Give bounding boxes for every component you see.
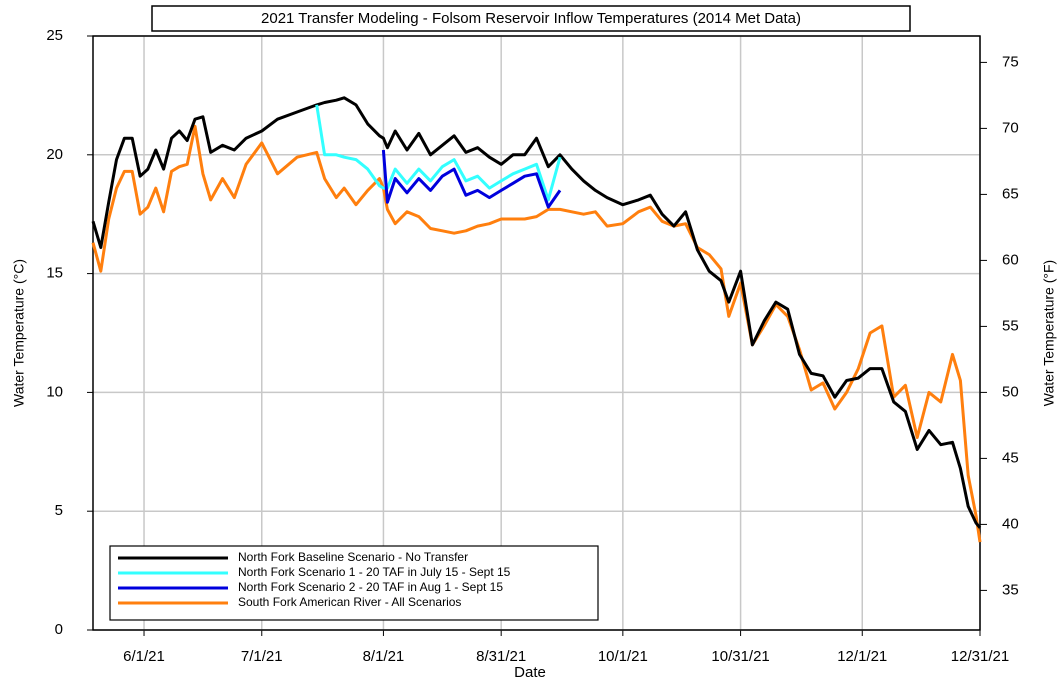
- y-tick-label: 20: [46, 146, 63, 163]
- x-tick-label: 6/1/21: [123, 648, 165, 665]
- x-tick-label: 8/31/21: [476, 648, 526, 665]
- y2-tick-label: 70: [1002, 119, 1019, 136]
- y-tick-label: 15: [46, 265, 63, 282]
- y2-tick-label: 40: [1002, 515, 1019, 532]
- y2-tick-label: 75: [1002, 53, 1019, 70]
- legend-label: North Fork Baseline Scenario - No Transf…: [238, 550, 468, 564]
- title-box: [151, 5, 911, 32]
- x-tick-label: 12/31/21: [951, 648, 1009, 665]
- y2-tick-label: 60: [1002, 251, 1019, 268]
- series-line: [91, 96, 982, 529]
- legend-label: North Fork Scenario 1 - 20 TAF in July 1…: [238, 565, 511, 579]
- y2-tick-label: 55: [1002, 317, 1019, 334]
- x-tick-label: 7/1/21: [241, 648, 283, 665]
- y2-axis-label: Water Temperature (°F): [1041, 260, 1057, 406]
- x-tick-label: 10/1/21: [598, 648, 648, 665]
- y-axis-label: Water Temperature (°C): [11, 259, 27, 407]
- y2-tick-label: 50: [1002, 383, 1019, 400]
- x-tick-label: 12/1/21: [837, 648, 887, 665]
- legend-label: North Fork Scenario 2 - 20 TAF in Aug 1 …: [238, 580, 503, 594]
- y-tick-label: 5: [55, 502, 63, 519]
- y-tick-label: 10: [46, 383, 63, 400]
- x-tick-label: 8/1/21: [363, 648, 405, 665]
- series-line: [91, 124, 982, 543]
- plot-frame: [92, 35, 981, 631]
- legend-label: South Fork American River - All Scenario…: [238, 595, 461, 609]
- x-tick-label: 10/31/21: [711, 648, 769, 665]
- series-line: [315, 104, 562, 202]
- chart-title: 2021 Transfer Modeling - Folsom Reservoi…: [261, 10, 801, 27]
- y2-tick-label: 35: [1002, 581, 1019, 598]
- y2-tick-label: 65: [1002, 185, 1019, 202]
- series-line: [381, 149, 562, 209]
- y-tick-label: 0: [55, 621, 63, 638]
- x-axis-label: Date: [514, 664, 546, 680]
- y-tick-label: 25: [46, 27, 63, 44]
- y2-tick-label: 45: [1002, 449, 1019, 466]
